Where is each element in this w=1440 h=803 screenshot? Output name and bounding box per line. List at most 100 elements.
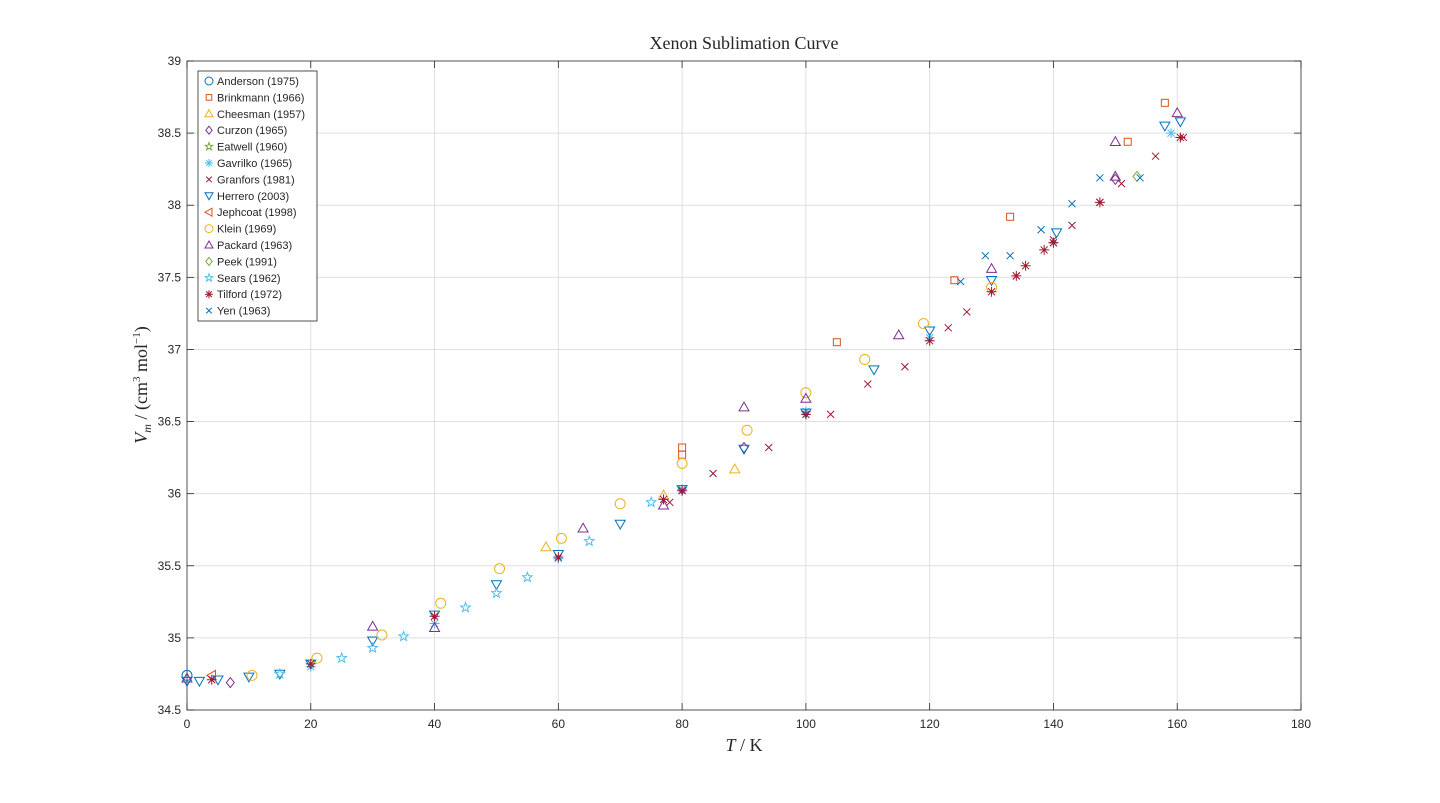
data-point (366, 620, 379, 631)
data-point (193, 676, 206, 688)
data-point (1037, 225, 1045, 234)
data-point (1174, 117, 1187, 128)
y-tick-label: 34.5 (158, 703, 182, 717)
data-point (246, 669, 258, 681)
y-tick-label: 36.5 (158, 415, 182, 429)
data-point (435, 597, 447, 609)
data-point (366, 636, 379, 647)
data-point (225, 676, 235, 689)
data-point (956, 277, 965, 286)
x-tick-label: 120 (920, 717, 940, 731)
grid (187, 61, 1301, 710)
legend-label: Peek (1991) (217, 256, 277, 268)
x-tick-label: 60 (552, 717, 566, 731)
legend-label: Herrero (2003) (217, 191, 289, 203)
axis-ticks (186, 60, 1302, 711)
data-point (1039, 244, 1050, 255)
legend-marker (204, 224, 214, 234)
data-point (335, 651, 348, 664)
data-point (800, 392, 812, 403)
data-point (553, 552, 564, 563)
legend-marker (205, 94, 213, 101)
data-point (429, 611, 440, 622)
data-point (1151, 152, 1160, 161)
data-point (1096, 173, 1104, 182)
data-point (1136, 173, 1144, 182)
legend-marker (205, 176, 213, 183)
legend-marker (205, 256, 213, 267)
data-point (868, 365, 880, 376)
y-tick-label: 36 (168, 487, 182, 501)
data-point (1117, 179, 1126, 188)
data-point (678, 443, 687, 452)
data-point (614, 519, 627, 530)
data-point (800, 409, 811, 420)
legend-marker (205, 290, 213, 299)
data-point (676, 485, 688, 496)
x-tick-label: 0 (184, 717, 191, 731)
data-point (243, 672, 255, 683)
data-point (800, 408, 812, 419)
data-point (181, 672, 193, 683)
data-point (205, 669, 217, 682)
data-point (1160, 98, 1169, 107)
data-point (985, 275, 998, 287)
legend-label: Jephcoat (1998) (217, 207, 297, 219)
data-markers (181, 98, 1188, 689)
data-point (985, 262, 998, 273)
y-tick-label: 37.5 (158, 270, 182, 284)
x-tick-label: 140 (1043, 717, 1063, 731)
data-point (826, 410, 835, 419)
y-tick-label: 38.5 (158, 126, 182, 140)
x-tick-label: 160 (1167, 717, 1187, 731)
data-point (181, 669, 193, 681)
legend-marker (203, 207, 213, 218)
data-point (981, 251, 990, 260)
legend-label: Yen (1963) (217, 306, 270, 318)
data-point (709, 469, 717, 478)
chart-title: Xenon Sublimation Curve (650, 33, 839, 53)
data-point (521, 570, 534, 583)
data-point (950, 276, 959, 285)
legend-label: Anderson (1975) (217, 76, 299, 88)
data-point (923, 326, 936, 337)
data-point (397, 630, 410, 642)
legend-label: Klein (1969) (217, 224, 276, 236)
data-point (658, 494, 669, 505)
plot-frame (186, 60, 1302, 711)
data-point (428, 610, 441, 621)
y-axis-label: Vm / (cm3 mol−1) (131, 326, 154, 443)
x-tick-label: 20 (304, 717, 318, 731)
data-point (1109, 170, 1122, 181)
legend-marker (205, 307, 213, 314)
data-point (917, 317, 929, 329)
plot-area (187, 61, 1301, 710)
data-point (1068, 199, 1076, 208)
data-point (1006, 212, 1015, 221)
y-tick-label: 37 (168, 342, 182, 356)
x-tick-labels: 0 20 40 60 80 100 120 140 160 180 (184, 717, 1312, 731)
data-point (311, 652, 323, 664)
legend-label: Packard (1963) (217, 240, 292, 252)
data-point (738, 444, 750, 455)
legend-marker (204, 239, 214, 249)
legend-marker (203, 141, 215, 151)
legend-label: Cheesman (1957) (217, 109, 305, 121)
data-point (892, 329, 905, 340)
data-point (738, 401, 750, 412)
data-point (764, 443, 773, 452)
data-point (366, 641, 379, 654)
data-point (645, 495, 658, 508)
data-point (677, 485, 688, 496)
data-point (376, 629, 388, 641)
x-axis-label: T / K (725, 735, 762, 755)
x-tick-label: 80 (675, 717, 689, 731)
data-point (901, 362, 909, 371)
data-point (540, 541, 552, 552)
legend-label: Eatwell (1960) (217, 142, 287, 154)
legend-label: Gavrilko (1965) (217, 158, 292, 170)
data-point (273, 667, 286, 680)
y-tick-label: 39 (168, 54, 182, 68)
data-point (583, 534, 596, 547)
